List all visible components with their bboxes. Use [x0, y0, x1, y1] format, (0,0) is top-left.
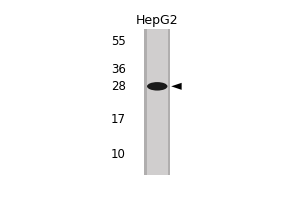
- Bar: [145, 29, 170, 175]
- Ellipse shape: [147, 82, 167, 91]
- Bar: [145, 29, 147, 175]
- Text: 55: 55: [111, 35, 126, 48]
- Text: 28: 28: [111, 80, 126, 93]
- Text: 17: 17: [111, 113, 126, 126]
- Text: 10: 10: [111, 148, 126, 161]
- Bar: [168, 29, 170, 175]
- Polygon shape: [171, 83, 182, 90]
- Text: 36: 36: [111, 63, 126, 76]
- Text: HepG2: HepG2: [136, 14, 178, 27]
